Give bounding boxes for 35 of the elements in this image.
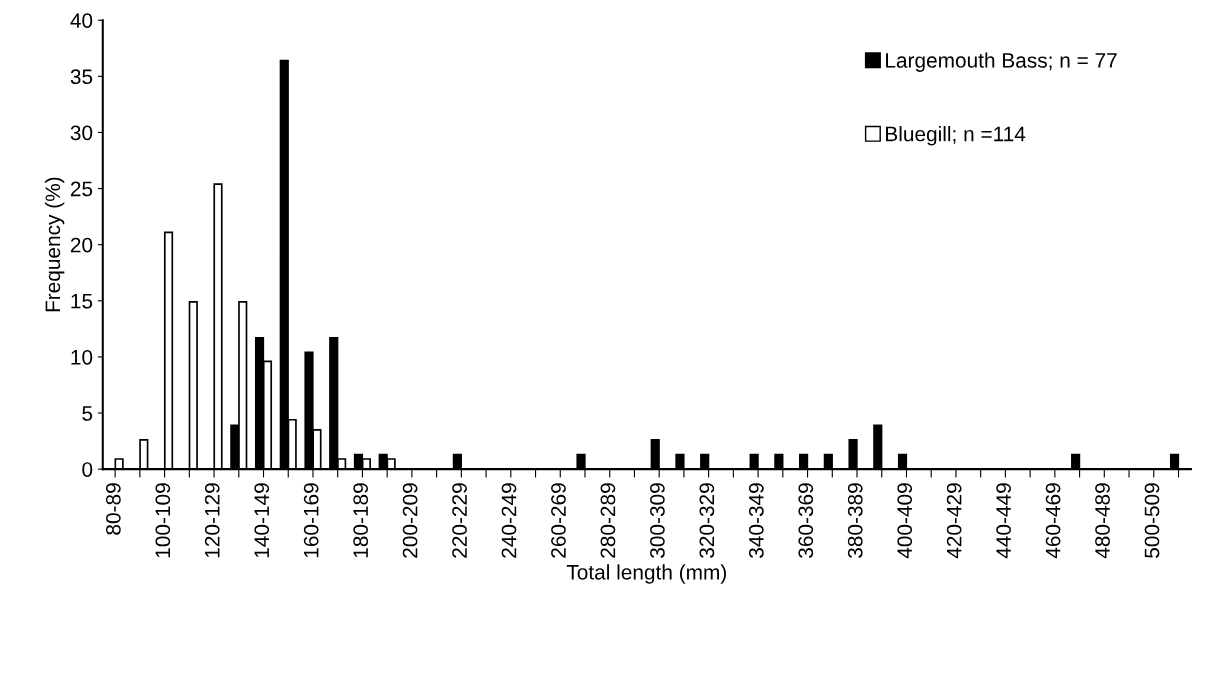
y-tick-label: 40 xyxy=(70,13,93,28)
x-tick-label: 320-329 xyxy=(699,483,715,558)
x-tick-label: 500-509 xyxy=(1144,483,1160,558)
y-tick-label: 0 xyxy=(82,462,93,477)
y-tick-label: 20 xyxy=(70,237,93,253)
x-tick-label: 160-169 xyxy=(303,483,319,558)
y-tick-label: 10 xyxy=(71,349,93,365)
x-tick-label: 380-389 xyxy=(847,483,863,558)
x-axis-title: Total length (mm) xyxy=(566,564,726,584)
x-tick-label: 340-349 xyxy=(748,483,764,558)
x-tick-label: 460-469 xyxy=(1045,483,1061,559)
x-tick-label: 80-89 xyxy=(105,483,121,535)
x-tick-label: 100-109 xyxy=(155,483,171,558)
x-tick-label: 400-409 xyxy=(897,483,913,559)
x-tick-label: 300-309 xyxy=(650,483,665,558)
y-tick-label: 35 xyxy=(70,69,93,85)
x-tick-label: 240-249 xyxy=(501,483,517,558)
y-tick-label: 30 xyxy=(70,125,93,141)
x-tick-label: 440-449 xyxy=(996,483,1011,559)
legend-label: Bluegill; n =114 xyxy=(886,126,1026,146)
x-tick-label: 360-369 xyxy=(798,483,814,558)
x-tick-label: 420-429 xyxy=(946,483,962,559)
y-tick-label: 5 xyxy=(82,406,93,421)
y-axis-title: Frequency (%) xyxy=(44,177,65,312)
x-tick-label: 180-189 xyxy=(353,483,369,558)
y-tick-label: 25 xyxy=(70,181,93,197)
legend-label: Largemouth Bass; n = 77 xyxy=(886,52,1117,72)
y-tick-label: 15 xyxy=(71,294,93,309)
x-tick-label: 200-209 xyxy=(402,483,418,558)
x-tick-label: 140-149 xyxy=(254,483,270,558)
x-tick-label: 280-289 xyxy=(600,483,616,558)
x-tick-label: 260-269 xyxy=(551,483,566,558)
x-tick-label: 120-129 xyxy=(204,483,220,558)
x-tick-label: 480-489 xyxy=(1095,483,1110,559)
x-tick-label: 220-229 xyxy=(452,483,467,558)
